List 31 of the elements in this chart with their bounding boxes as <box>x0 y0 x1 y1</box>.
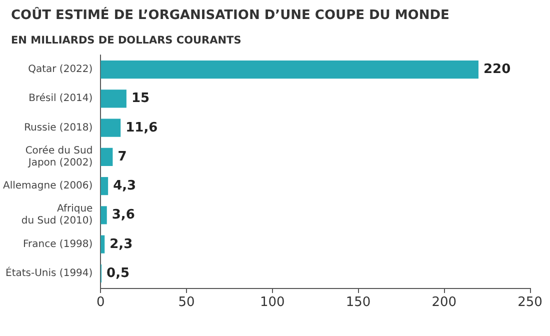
y-tick-label: Qatar (2022) <box>28 64 93 76</box>
bar <box>100 118 121 137</box>
y-tick-label: France (1998) <box>23 238 93 250</box>
data-label: 3,6 <box>112 208 135 223</box>
chart-subtitle: EN MILLIARDS DE DOLLARS COURANTS <box>11 34 242 46</box>
data-label: 11,6 <box>126 120 158 136</box>
bar <box>100 206 107 224</box>
chart-title: COÛT ESTIMÉ DE L’ORGANISATION D’UNE COUPE DU MONDE <box>11 6 450 23</box>
data-label: 4,3 <box>113 178 136 194</box>
data-label: 220 <box>483 62 511 78</box>
y-tick-label: Afrique du Sud (2010) <box>21 204 93 227</box>
y-tick-label: Allemagne (2006) <box>3 180 93 192</box>
x-tick-label: 50 <box>178 295 195 310</box>
data-label: 15 <box>131 91 150 106</box>
bar <box>100 148 113 166</box>
data-label: 7 <box>118 149 127 164</box>
bar <box>100 90 126 108</box>
x-tick-label: 250 <box>518 295 542 310</box>
x-tick-label: 0 <box>96 295 105 310</box>
data-label: 2,3 <box>110 236 133 252</box>
bar <box>100 235 105 254</box>
y-tick-label: États-Unis (1994) <box>6 266 93 279</box>
bar <box>100 60 478 79</box>
x-tick-label: 200 <box>432 295 457 310</box>
x-tick-label: 100 <box>260 295 285 310</box>
y-tick-label: Brésil (2014) <box>28 93 93 104</box>
bar <box>100 177 108 196</box>
data-label: 0,5 <box>106 266 130 281</box>
y-tick-label: Russie (2018) <box>24 122 93 134</box>
x-tick-label: 150 <box>346 295 371 310</box>
y-tick-label: Corée du Sud Japon (2002) <box>25 145 93 168</box>
